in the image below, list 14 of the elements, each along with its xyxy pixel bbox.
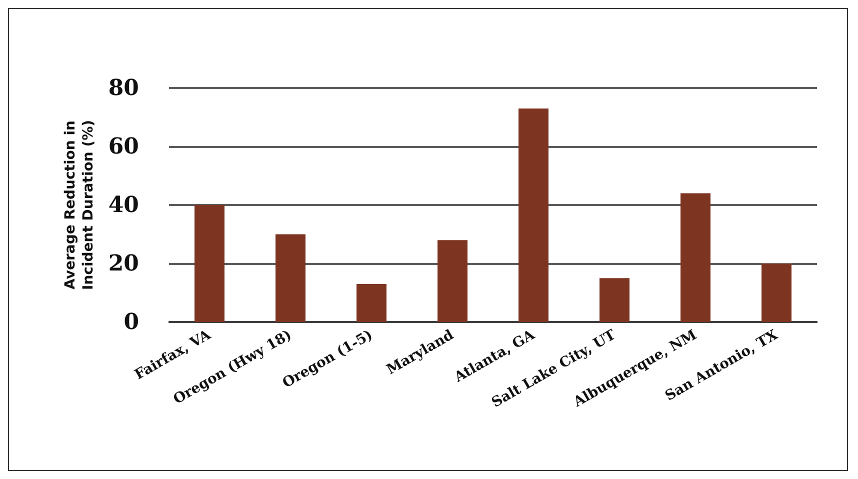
y-tick-label: 0 (124, 309, 139, 335)
bar (276, 234, 306, 322)
bar (438, 240, 468, 322)
bar (680, 193, 710, 322)
y-tick-label: 80 (108, 75, 139, 101)
bar (600, 278, 630, 322)
bar (518, 108, 548, 322)
y-tick-label: 40 (108, 192, 139, 218)
bar (762, 264, 792, 322)
bar (194, 205, 224, 322)
y-axis-title: Average Reduction in Incident Duration (%) (62, 120, 96, 290)
y-tick-label: 60 (108, 134, 139, 160)
bar (356, 284, 386, 322)
y-tick-label: 20 (108, 250, 139, 276)
